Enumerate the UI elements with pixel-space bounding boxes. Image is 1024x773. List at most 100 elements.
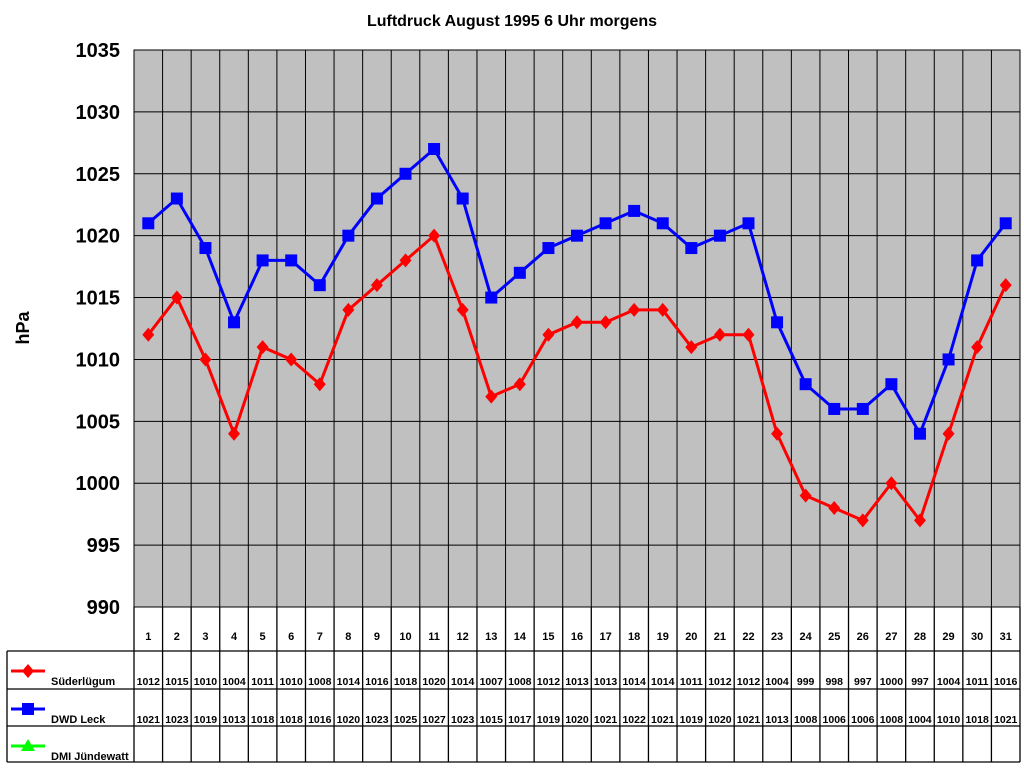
x-tick-label: 8 [345, 631, 351, 643]
table-value: 1013 [222, 714, 246, 726]
data-point-square [256, 254, 269, 267]
data-point-diamond [999, 278, 1012, 293]
data-point-diamond [628, 302, 641, 317]
data-point-square [513, 266, 526, 279]
data-point-diamond [913, 513, 926, 528]
data-point-diamond [228, 426, 241, 441]
data-point-square [313, 279, 326, 292]
table-value: 1020 [337, 714, 361, 726]
table-value: 1000 [880, 676, 904, 688]
x-tick-label: 25 [828, 631, 840, 643]
data-point-square [685, 242, 698, 255]
y-tick-label: 995 [87, 535, 120, 557]
y-tick-label: 1015 [76, 288, 121, 310]
x-tick-label: 30 [971, 631, 983, 643]
table-value: 1020 [422, 676, 446, 688]
table-value: 1020 [565, 714, 589, 726]
table-value: 1006 [851, 714, 875, 726]
x-tick-label: 7 [317, 631, 323, 643]
data-point-square [542, 242, 555, 255]
x-tick-label: 27 [885, 631, 897, 643]
x-tick-label: 14 [514, 631, 527, 643]
table-value: 1012 [737, 676, 761, 688]
table-value: 1004 [937, 676, 961, 688]
table-value: 1013 [765, 714, 789, 726]
x-tick-label: 6 [288, 631, 294, 643]
data-point-square [285, 254, 298, 267]
data-point-diamond [428, 228, 441, 243]
table-value: 1016 [365, 676, 389, 688]
x-tick-label: 28 [914, 631, 926, 643]
table-value: 1018 [280, 714, 304, 726]
table-value: 1013 [565, 676, 589, 688]
data-point-diamond [713, 327, 726, 342]
data-point-square [428, 143, 441, 156]
table-value: 1010 [194, 676, 218, 688]
data-point-square [342, 229, 355, 242]
x-tick-label: 10 [399, 631, 411, 643]
table-value: 1010 [280, 676, 304, 688]
table-value: 1021 [737, 714, 761, 726]
data-point-diamond [771, 426, 784, 441]
table-value: 1017 [508, 714, 532, 726]
data-point-diamond [599, 315, 612, 330]
chart-title: Luftdruck August 1995 6 Uhr morgens [367, 13, 657, 30]
table-value: 1019 [537, 714, 561, 726]
x-tick-label: 13 [485, 631, 497, 643]
x-tick-label: 18 [628, 631, 640, 643]
legend-label: DWD Leck [51, 714, 106, 726]
y-tick-label: 1035 [76, 40, 121, 62]
x-tick-label: 16 [571, 631, 583, 643]
legend-label: DMI Jündewatt [51, 751, 129, 763]
x-tick-label: 20 [685, 631, 697, 643]
data-point-square [742, 217, 755, 230]
y-tick-label: 1030 [76, 102, 121, 124]
table-value: 1018 [394, 676, 418, 688]
data-point-diamond [142, 327, 155, 342]
table-value: 1012 [537, 676, 561, 688]
x-tick-label: 22 [742, 631, 754, 643]
y-tick-label: 1005 [76, 411, 121, 433]
data-point-square [713, 229, 726, 242]
data-point-square [199, 242, 212, 255]
x-tick-label: 15 [542, 631, 554, 643]
table-value: 1021 [594, 714, 618, 726]
data-point-square [485, 291, 498, 304]
data-point-diamond [342, 302, 355, 317]
data-point-square [142, 217, 155, 230]
table-value: 1023 [365, 714, 389, 726]
table-value: 997 [911, 676, 929, 688]
table-value: 1015 [480, 714, 504, 726]
table-value: 1019 [680, 714, 704, 726]
x-tick-label: 1 [145, 631, 151, 643]
x-tick-label: 24 [800, 631, 813, 643]
x-tick-label: 5 [260, 631, 266, 643]
table-value: 1020 [708, 714, 732, 726]
table-value: 1006 [823, 714, 847, 726]
table-value: 1004 [222, 676, 246, 688]
data-point-diamond [828, 500, 841, 515]
y-tick-label: 1025 [76, 164, 121, 186]
x-tick-label: 21 [714, 631, 726, 643]
x-tick-label: 11 [428, 631, 440, 643]
y-tick-label: 1010 [76, 349, 121, 371]
legend-label: Süderlügum [51, 676, 115, 688]
x-tick-label: 2 [174, 631, 180, 643]
data-point-square [942, 353, 955, 366]
table-value: 1014 [451, 676, 475, 688]
x-tick-label: 3 [202, 631, 208, 643]
x-tick-label: 19 [657, 631, 669, 643]
table-value: 1004 [765, 676, 789, 688]
data-point-diamond [456, 302, 469, 317]
x-tick-label: 23 [771, 631, 783, 643]
table-value: 1018 [251, 714, 275, 726]
data-point-diamond [942, 426, 955, 441]
data-point-diamond [256, 340, 269, 355]
table-value: 1027 [422, 714, 446, 726]
data-point-diamond [656, 302, 669, 317]
data-point-square [856, 402, 869, 415]
data-point-diamond [571, 315, 583, 330]
y-tick-label: 1000 [76, 473, 121, 495]
data-point-diamond [370, 278, 383, 293]
data-point-square [771, 316, 784, 329]
